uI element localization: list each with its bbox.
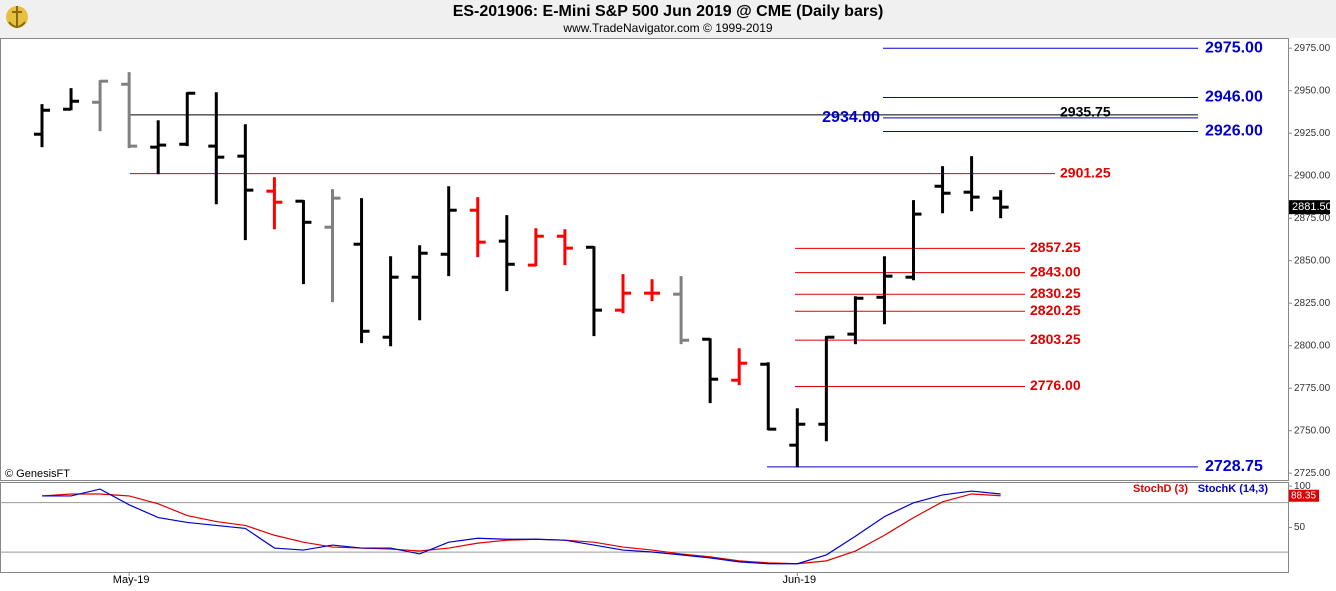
x-tick-label: Jun-19 — [782, 574, 816, 586]
level-label: 2934.00 — [822, 109, 880, 126]
y-tick-label: 100 — [1294, 481, 1311, 492]
y-tick-label: 2825.00 — [1294, 298, 1331, 309]
last-stoch-label: 88.35 — [1291, 490, 1316, 501]
y-tick-label: 2900.00 — [1294, 170, 1331, 181]
header-band — [0, 0, 1336, 38]
chart-title: ES-201906: E-Mini S&P 500 Jun 2019 @ CME… — [453, 3, 884, 20]
y-tick-label: 2925.00 — [1294, 128, 1331, 139]
level-label: 2803.25 — [1030, 331, 1081, 347]
level-label: 2857.25 — [1030, 239, 1081, 255]
y-tick-label: 2975.00 — [1294, 43, 1331, 54]
level-label: 2776.00 — [1030, 377, 1081, 393]
stoch-panel — [0, 482, 1289, 573]
y-tick-label: 2950.00 — [1294, 85, 1331, 96]
y-tick-label: 2775.00 — [1294, 383, 1331, 394]
legend-entry: StochD (3) — [1133, 483, 1188, 495]
y-tick-label: 2725.00 — [1294, 468, 1331, 479]
level-label: 2843.00 — [1030, 263, 1081, 279]
level-label: 2975.00 — [1205, 39, 1263, 56]
level-label: 2728.75 — [1205, 458, 1263, 475]
y-tick-label: 2750.00 — [1294, 425, 1331, 436]
level-label: 2935.75 — [1060, 104, 1111, 120]
last-price-label: 2881.50 — [1292, 201, 1332, 213]
level-label: 2830.25 — [1030, 285, 1081, 301]
x-tick-label: May-19 — [113, 574, 150, 586]
legend-entry: StochK (14,3) — [1198, 483, 1269, 495]
y-tick-label: 50 — [1294, 522, 1306, 533]
y-tick-label: 2850.00 — [1294, 255, 1331, 266]
stoch-line — [42, 488, 1001, 565]
level-label: 2926.00 — [1205, 123, 1263, 140]
y-tick-label: 2875.00 — [1294, 213, 1331, 224]
last-price-box — [1289, 200, 1330, 215]
logo — [6, 6, 28, 28]
level-label: 2901.25 — [1060, 164, 1111, 180]
last-stoch-box — [1289, 489, 1319, 502]
level-label: 2946.00 — [1205, 89, 1263, 106]
y-tick-label: 2800.00 — [1294, 340, 1331, 351]
level-label: 2820.25 — [1030, 302, 1081, 318]
chart-subtitle: www.TradeNavigator.com © 1999-2019 — [562, 21, 772, 35]
source-note: © GenesisFT — [5, 468, 70, 480]
